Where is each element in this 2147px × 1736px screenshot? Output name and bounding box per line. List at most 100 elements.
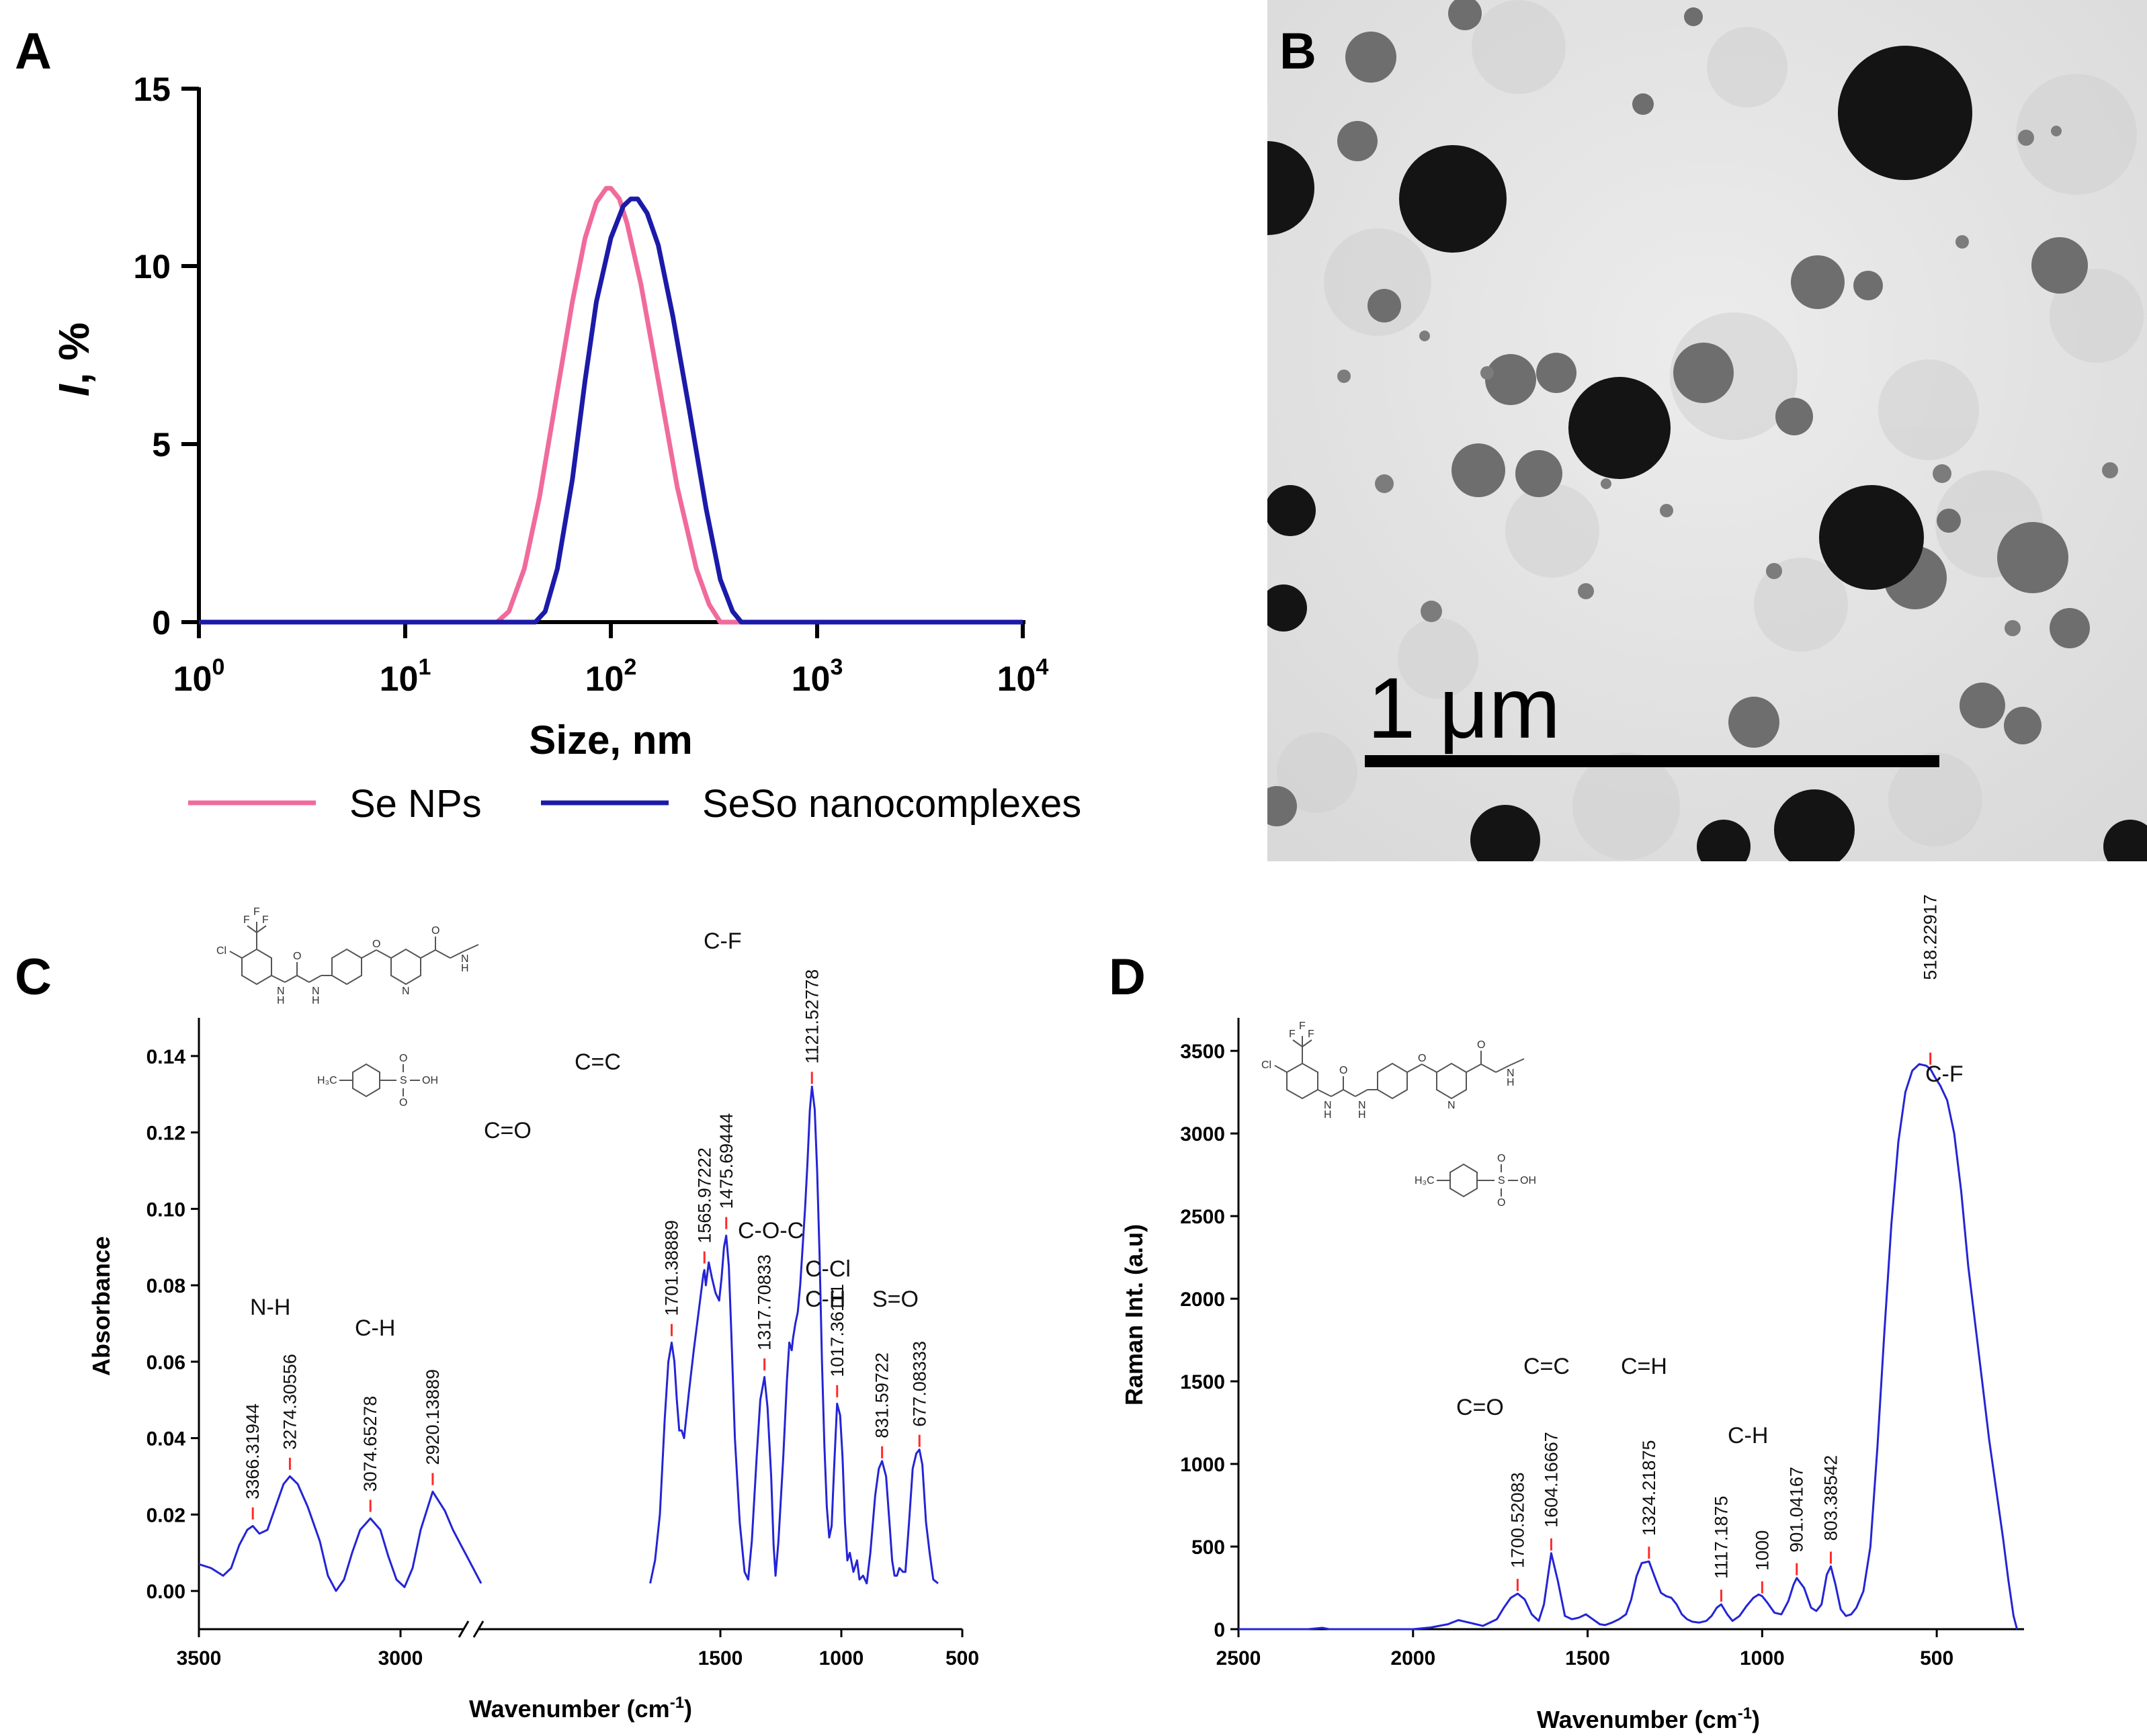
panel-a-x-tick-label: 100 — [173, 654, 225, 699]
peak-label: 1121.52778 — [802, 969, 822, 1064]
panel-c-x-ticks: 3500 3000 1500 1000 500 — [177, 1629, 979, 1669]
panel-c-group-labels: N-H C-H C=O C=C C-F C-O-C C-Cl C-H S=O — [250, 928, 919, 1341]
panel-d-x-ticks: 2500 2000 1500 1000 500 — [1216, 1629, 1953, 1669]
legend-label-se-nps: Se NPs — [349, 782, 482, 826]
mol-label: N — [1358, 1100, 1366, 1111]
mol-label: OH — [422, 1075, 438, 1086]
panel-c-y-tick-label: 0.02 — [146, 1504, 185, 1526]
group-label-co: C=O — [484, 1118, 532, 1143]
scale-bar-label: 1 μm — [1367, 660, 1560, 756]
mol-label: H — [312, 995, 320, 1006]
peak-label: 1017.36111 — [827, 1284, 847, 1377]
peak-label: 518.22917 — [1921, 894, 1941, 980]
panel-d-peak-markers: 1700.52083 1604.16667 1324.21875 1117.1875 1… — [1507, 894, 1941, 1602]
mol-label: F — [262, 914, 269, 926]
panel-letter-b: B — [1279, 23, 1316, 80]
panel-a-x-tick-label: 103 — [792, 654, 843, 699]
panel-d-x-tick-label: 1500 — [1565, 1647, 1610, 1669]
panel-b: 1 μm B — [1267, 0, 2147, 861]
tem-large-particles — [1267, 46, 2147, 861]
panel-d-y-ticks: 0 500 1000 1500 2000 2500 3000 3500 — [1180, 1041, 1238, 1641]
panel-letter-c: C — [15, 949, 52, 1006]
panel-d-y-label: Raman Int. (a.u) — [1120, 1224, 1148, 1405]
mol-label: O — [1339, 1065, 1347, 1076]
peak-label: 1117.1875 — [1711, 1495, 1731, 1579]
mol-label: O — [1497, 1153, 1505, 1164]
peak-label: 3366.31944 — [243, 1403, 263, 1500]
panel-a-y-ticks: 0 5 10 15 — [133, 71, 199, 642]
group-label-cc: C=C — [575, 1049, 621, 1075]
ftir-spectrum-line-left — [198, 1475, 482, 1592]
group-label-coc: C-O-C — [738, 1218, 804, 1244]
mol-label: O — [1477, 1039, 1485, 1051]
panel-c-y-tick-label: 0.04 — [146, 1428, 186, 1450]
peak-label: 3274.30556 — [280, 1354, 300, 1450]
panel-d-x-tick-label: 2000 — [1390, 1647, 1435, 1669]
peak-label: 1701.38889 — [662, 1220, 682, 1316]
panel-d-x-tick-label: 500 — [1920, 1647, 1953, 1669]
mol-label: H — [461, 963, 469, 974]
mol-label: N — [1324, 1100, 1332, 1111]
panel-c-x-tick-label: 3000 — [378, 1647, 423, 1669]
panel-a-x-tick-label: 102 — [585, 654, 637, 699]
mol-label: H₃C — [1415, 1175, 1435, 1186]
group-label-cf: C-F — [1925, 1061, 1964, 1087]
mol-label: O — [399, 1097, 407, 1109]
panel-a-y-label-rest: , % — [50, 322, 98, 384]
mol-label: O — [1418, 1053, 1426, 1064]
peak-label: 1475.69444 — [716, 1113, 736, 1209]
panel-d-y-tick-label: 1000 — [1180, 1454, 1225, 1476]
mol-label: Cl — [1261, 1059, 1271, 1071]
panel-a-y-tick-label: 5 — [152, 426, 171, 464]
group-label-co: C=O — [1456, 1395, 1504, 1420]
panel-c-y-tick-label: 0.00 — [146, 1581, 185, 1603]
panel-c-peak-markers: 3366.31944 3274.30556 3074.65278 2920.13889… — [243, 969, 929, 1520]
mol-label: H — [1358, 1109, 1366, 1121]
panel-c-x-label: Wavenumber (cm-1) — [469, 1694, 692, 1723]
tem-small-particles — [1337, 126, 2118, 636]
mol-label: N — [402, 986, 410, 997]
panel-d-group-labels: C=O C=C C=H C-H C-F — [1456, 1061, 1964, 1448]
group-label-nh: N-H — [250, 1295, 290, 1320]
peak-label: 901.04167 — [1787, 1467, 1807, 1553]
panel-c-x-tick-label: 500 — [945, 1647, 979, 1669]
panel-c-y-ticks: 0.00 0.02 0.04 0.06 0.08 0.10 0.12 0.14 — [146, 1046, 199, 1603]
panel-c-x-tick-label: 1500 — [698, 1647, 743, 1669]
group-label-cc: C=C — [1523, 1354, 1570, 1379]
panel-c-axis-break — [458, 1620, 485, 1638]
panel-a-x-label: Size, nm — [529, 718, 692, 763]
series-line-se-nps — [199, 185, 1023, 625]
panel-d-y-tick-label: 500 — [1191, 1536, 1225, 1559]
group-label-ccl: C-Cl — [805, 1256, 851, 1282]
mol-label: N — [461, 953, 469, 965]
panel-c-y-tick-label: 0.06 — [146, 1352, 185, 1374]
panel-a: A I, % 0 5 10 15 100 101 102 — [15, 23, 1081, 826]
peak-label: 2920.13889 — [423, 1369, 443, 1465]
mol-label: F — [1299, 1021, 1306, 1032]
mol-label: F — [253, 906, 260, 918]
panel-c-y-label: Absorbance — [87, 1236, 115, 1376]
peak-label: 1317.70833 — [755, 1254, 775, 1350]
group-label-ch: C-H — [355, 1315, 395, 1341]
series-line-seso-nanocomplexes — [199, 196, 1023, 625]
tem-faint-particles — [1277, 0, 2144, 860]
mol-label: N — [277, 986, 285, 997]
panel-d-y-tick-label: 3500 — [1180, 1041, 1225, 1063]
mol-label: OH — [1520, 1175, 1536, 1186]
mol-label: H₃C — [317, 1075, 337, 1086]
molecule-sorafenib-tosylate-d — [1274, 1036, 1525, 1198]
panel-a-y-tick-label: 10 — [133, 248, 171, 286]
mol-label: H — [1507, 1077, 1515, 1088]
panel-d-y-tick-label: 0 — [1214, 1619, 1225, 1641]
tem-micrograph: 1 μm — [1267, 0, 2147, 861]
ftir-spectrum-line-right — [649, 1085, 939, 1585]
molecule-labels-d: F F F Cl N N H H O O O N N H O S O OH H₃… — [1261, 1021, 1536, 1209]
panel-a-y-label-italic: I — [50, 384, 98, 396]
panel-d-y-tick-label: 2000 — [1180, 1289, 1225, 1311]
panel-a-y-label: I, % — [50, 322, 98, 396]
mol-label: Cl — [216, 945, 226, 957]
group-label-ch: C-H — [1728, 1423, 1768, 1448]
mol-label: S — [400, 1075, 407, 1086]
raman-spectrum-line — [1238, 1063, 2019, 1631]
